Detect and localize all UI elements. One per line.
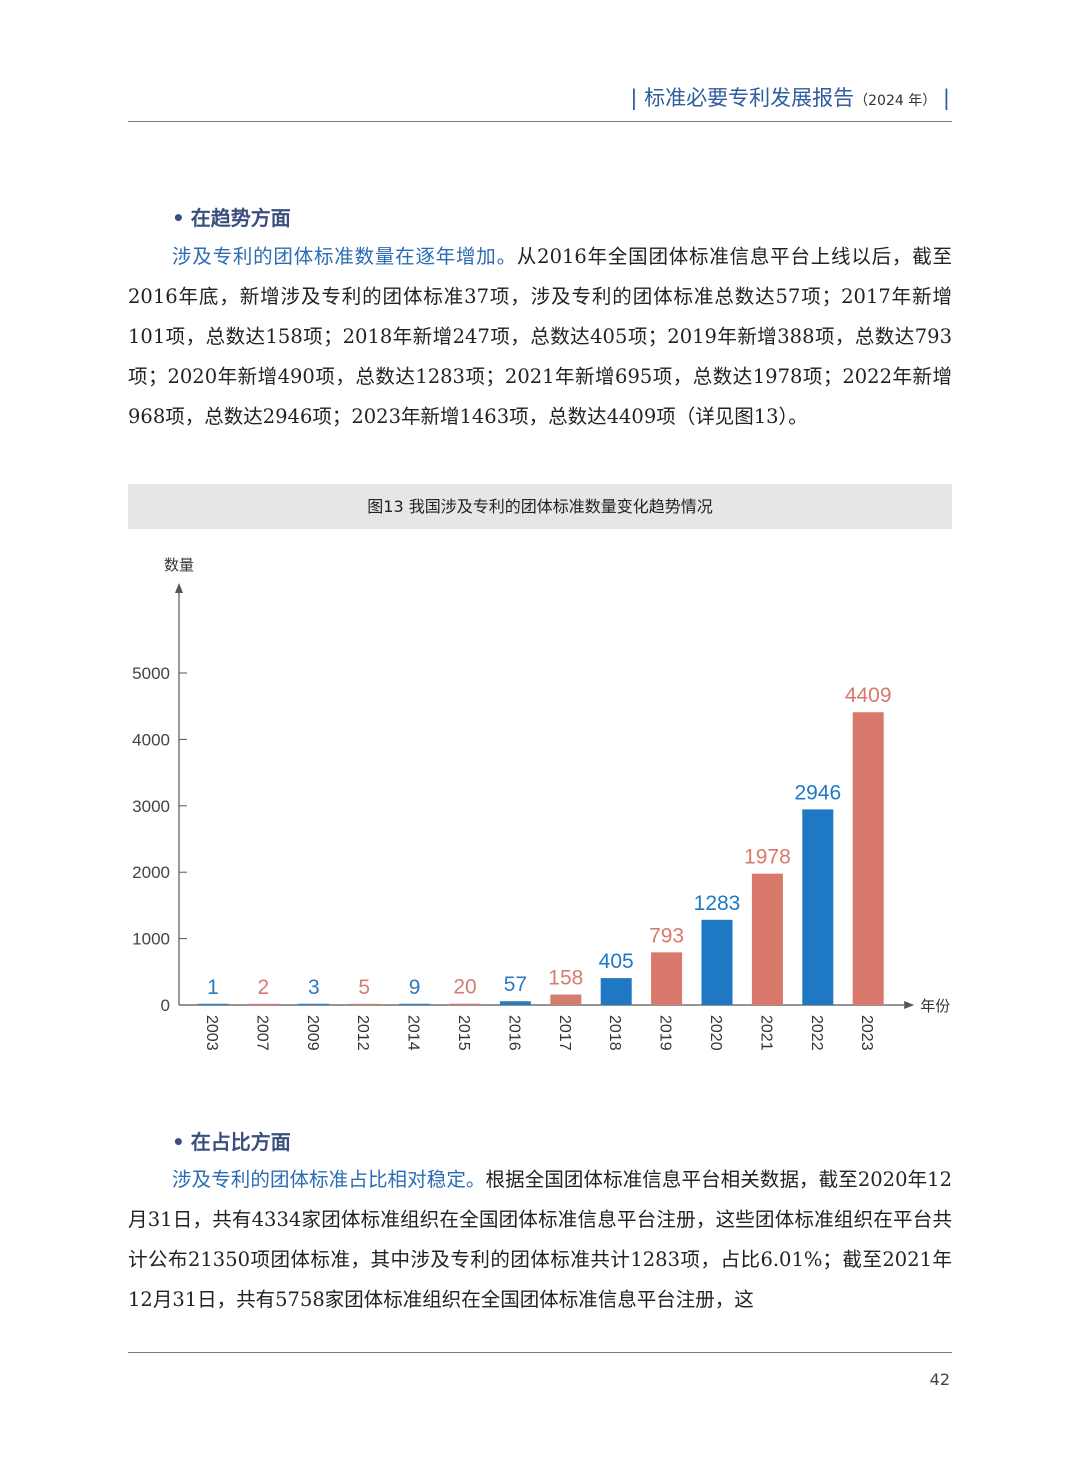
x-tick-label: 2019 [657,1015,674,1051]
y-axis-arrow-icon [175,583,183,593]
page-number: 42 [929,1370,950,1389]
bar [449,1003,481,1005]
x-tick-label: 2015 [455,1015,472,1051]
x-tick-label: 2023 [858,1015,875,1051]
header-bar-left: | [630,86,645,110]
header-year: （2024 年） [854,93,937,109]
header-divider [128,121,952,122]
y-tick-label: 5000 [132,664,170,683]
bar-value-label: 9 [409,976,421,999]
bar [751,873,783,1005]
bar-value-label: 793 [649,924,684,947]
section-heading-share: • 在占比方面 [172,1126,291,1155]
x-tick-label: 2020 [707,1015,724,1051]
bar [651,952,683,1005]
section-heading-trend: • 在趋势方面 [172,202,291,231]
bar [802,809,834,1005]
y-tick-label: 4000 [132,730,170,749]
y-tick-label: 0 [161,996,170,1015]
bar-value-label: 1978 [744,846,791,869]
x-tick-label: 2016 [505,1015,522,1051]
bar [197,1003,229,1005]
bar-value-label: 2 [258,976,270,999]
x-tick-label: 2007 [253,1015,270,1051]
x-axis-arrow-icon [904,1001,915,1009]
bar-value-label: 57 [504,973,527,996]
bar [600,978,632,1005]
y-tick-label: 3000 [132,797,170,816]
x-tick-label: 2021 [757,1015,774,1051]
bar [399,1003,431,1005]
bar-value-label: 4409 [845,684,892,707]
footer-divider [128,1352,952,1353]
x-tick-label: 2003 [203,1015,220,1051]
bar-value-label: 20 [453,976,476,999]
x-tick-label: 2014 [405,1015,422,1051]
y-tick-label: 2000 [132,863,170,882]
bar-value-label: 405 [599,950,634,973]
bar [701,919,733,1005]
figure-caption: 图13 我国涉及专利的团体标准数量变化趋势情况 [128,484,952,529]
header-bar-right: | [936,86,950,110]
bar [298,1003,330,1005]
paragraph-body: 根据全国团体标准信息平台相关数据，截至2020年12月31日，共有4334家团体… [128,1168,952,1311]
header-title-text: 标准必要专利发展报告 [644,86,855,110]
paragraph-trend: 涉及专利的团体标准数量在逐年增加。从2016年全国团体标准信息平台上线以后，截至… [128,237,952,437]
bar-value-label: 158 [548,967,583,990]
bar-value-label: 1 [207,976,219,999]
section-heading-text: 在趋势方面 [190,206,291,230]
bullet-icon: • [172,206,185,230]
bullet-icon: • [172,1130,185,1154]
bar [852,712,884,1005]
bar [550,994,582,1005]
x-axis-label: 年份 [920,998,950,1015]
report-header: | 标准必要专利发展报告（2024 年） | [630,82,950,112]
x-tick-label: 2017 [556,1015,573,1051]
x-tick-label: 2018 [606,1015,623,1051]
y-tick-label: 1000 [132,930,170,949]
x-tick-label: 2012 [354,1015,371,1051]
paragraph-share: 涉及专利的团体标准占比相对稳定。根据全国团体标准信息平台相关数据，截至2020年… [128,1160,952,1320]
bar-value-label: 3 [308,976,320,999]
bar [348,1003,380,1005]
bar-value-label: 1283 [694,892,741,915]
bar [499,1001,531,1005]
x-tick-label: 2009 [304,1015,321,1051]
bar-value-label: 2946 [794,781,841,804]
x-tick-label: 2022 [808,1015,825,1051]
section-heading-text: 在占比方面 [190,1130,291,1154]
y-axis-label: 数量 [164,557,194,574]
paragraph-lead: 涉及专利的团体标准占比相对稳定。 [172,1168,486,1191]
bar-value-label: 5 [358,976,370,999]
bar [247,1003,279,1005]
paragraph-lead: 涉及专利的团体标准数量在逐年增加。 [172,245,517,268]
paragraph-body: 从2016年全国团体标准信息平台上线以后，截至2016年底，新增涉及专利的团体标… [128,245,952,428]
